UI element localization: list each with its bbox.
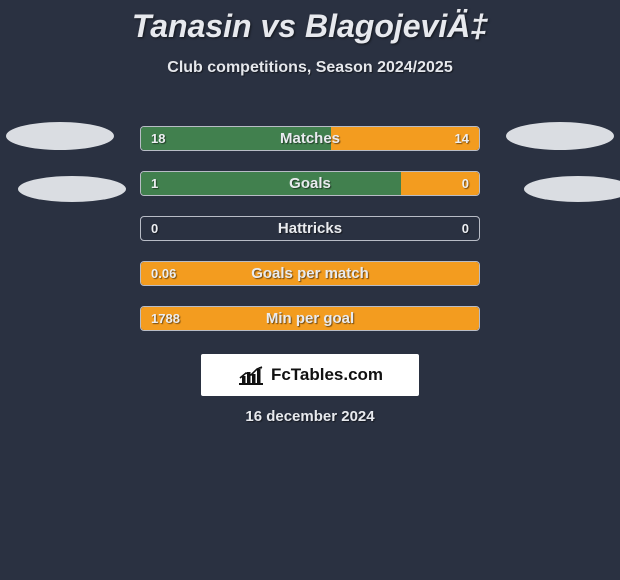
stat-bar-value-left: 0.06 (151, 262, 176, 285)
avatar-left-top (6, 122, 114, 150)
stat-bar-value-right: 14 (455, 127, 469, 150)
stat-bar-label: Goals per match (141, 262, 479, 285)
stat-bar: Min per goal1788 (140, 306, 480, 331)
stat-bar-label: Min per goal (141, 307, 479, 330)
stat-bar: Matches18 14 (140, 126, 480, 151)
stat-bar-value-right: 0 (462, 172, 469, 195)
avatar-left-bottom (18, 176, 126, 202)
stat-bar-value-left: 1788 (151, 307, 180, 330)
stat-bars: Matches1814Goals10Hattricks00Goals per m… (140, 126, 480, 331)
brand-text: FcTables.com (271, 365, 383, 385)
stat-bar: Hattricks0 0 (140, 216, 480, 241)
stat-bar-label: Matches (141, 127, 479, 150)
stat-bar-value-left: 0 (151, 217, 158, 240)
subtitle: Club competitions, Season 2024/2025 (0, 59, 620, 77)
stat-bar: Goals1 0 (140, 171, 480, 196)
stat-bar-label: Hattricks (141, 217, 479, 240)
date-text: 16 december 2024 (0, 408, 620, 425)
stat-bar-value-right: 0 (462, 217, 469, 240)
avatar-right-bottom (524, 176, 620, 202)
stat-bar-label: Goals (141, 172, 479, 195)
stat-bar-value-left: 1 (151, 172, 158, 195)
page-title: Tanasin vs BlagojeviÄ‡ (0, 0, 620, 45)
stat-bar: Goals per match0.06 (140, 261, 480, 286)
brand-chart-icon (237, 364, 265, 386)
brand-box[interactable]: FcTables.com (201, 354, 419, 396)
avatar-right-top (506, 122, 614, 150)
stat-bar-value-left: 18 (151, 127, 165, 150)
